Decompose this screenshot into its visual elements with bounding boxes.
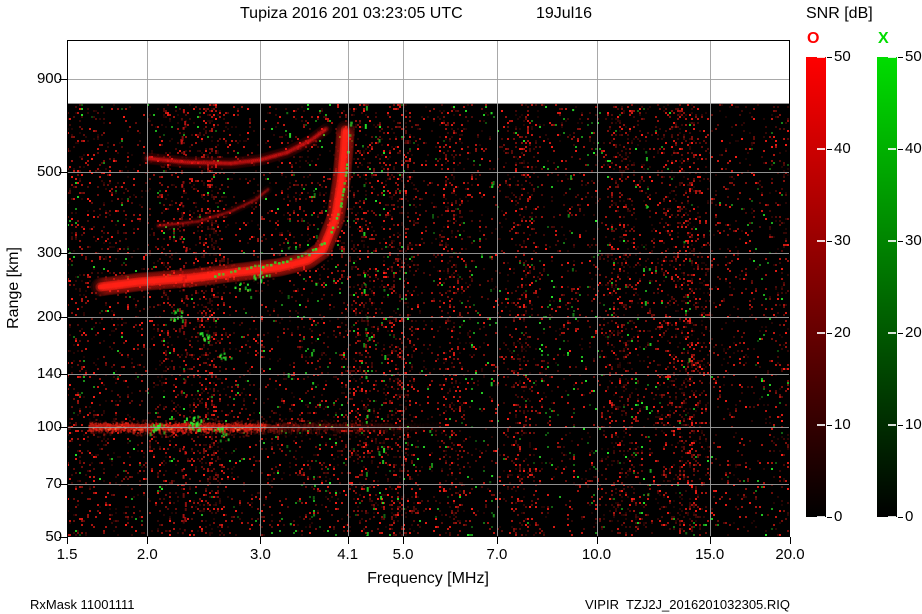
x-tick-mark	[348, 537, 349, 544]
y-tick-mark	[59, 484, 67, 485]
colorbar-tick-dash	[817, 424, 825, 426]
y-tick-label: 900	[36, 69, 62, 87]
colorbar-tick-dash	[827, 517, 832, 518]
x-tick-label: 1.5	[56, 546, 78, 563]
rxmask-label: RxMask 11001111	[30, 597, 135, 612]
colorbar-tick-dash	[888, 240, 896, 242]
colorbar-tick-label: 10	[834, 416, 851, 433]
x-tick-mark	[710, 537, 711, 544]
colorbar-tick-dash	[888, 148, 896, 150]
x-tick-mark	[260, 537, 261, 544]
x-tick-mark	[497, 537, 498, 544]
colorbar-title: SNR [dB]	[806, 5, 873, 22]
x-tick-mark	[67, 537, 68, 544]
x-tick-label: 20.0	[775, 546, 805, 563]
y-tick-label: 100	[36, 418, 62, 436]
colorbar-tick-label: 30	[905, 232, 922, 249]
colorbar-tick-dash	[817, 332, 825, 334]
colorbar-tick-dash	[817, 240, 825, 242]
colorbar-tick-dash	[817, 56, 825, 58]
colorbar-o-label: O	[807, 30, 820, 47]
x-tick-label: 7.0	[486, 546, 508, 563]
colorbar-tick-label: 0	[834, 508, 843, 525]
colorbar-tick-dash	[827, 425, 832, 426]
colorbar-tick-dash	[888, 332, 896, 334]
plot-title: Tupiza 2016 201 03:23:05 UTC	[240, 5, 463, 22]
y-tick-label: 200	[36, 308, 62, 326]
y-tick-mark	[59, 172, 67, 173]
x-tick-label: 4.1	[337, 546, 359, 563]
colorbar-tick-dash	[898, 425, 903, 426]
y-tick-label: 500	[36, 163, 62, 181]
colorbar-tick-dash	[827, 149, 832, 150]
x-tick-mark	[597, 537, 598, 544]
colorbar-tick-dash	[888, 56, 896, 58]
colorbar-tick-label: 20	[905, 324, 922, 341]
file-label: VIPIR TZJ2J_2016201032305.RIQ	[585, 597, 790, 612]
y-tick-mark	[59, 79, 67, 80]
colorbar-x-bar	[877, 57, 897, 517]
colorbar-tick-dash	[817, 516, 825, 518]
colorbar-tick-dash	[898, 333, 903, 334]
colorbar-tick-label: 30	[834, 232, 851, 249]
x-tick-mark	[147, 537, 148, 544]
colorbar-tick-dash	[827, 241, 832, 242]
y-tick-mark	[59, 537, 67, 538]
colorbar-tick-label: 40	[905, 140, 922, 157]
y-tick-label: 140	[36, 364, 62, 382]
colorbar-o: O 0 10 20 30 40 50	[806, 30, 854, 542]
colorbar-tick-dash	[827, 333, 832, 334]
colorbar-tick-dash	[898, 517, 903, 518]
colorbar-tick-label: 50	[834, 48, 851, 65]
colorbar-tick-dash	[898, 57, 903, 58]
x-tick-label: 2.0	[136, 546, 158, 563]
colorbar-o-bar	[806, 57, 826, 517]
y-tick-label: 50	[45, 528, 62, 545]
colorbar-tick-dash	[827, 57, 832, 58]
colorbar-tick-label: 20	[834, 324, 851, 341]
x-tick-mark	[790, 537, 791, 544]
y-tick-label: 70	[45, 474, 62, 492]
colorbar-x-label: X	[878, 30, 889, 47]
y-tick-mark	[59, 317, 67, 318]
colorbar-tick-label: 40	[834, 140, 851, 157]
x-tick-label: 10.0	[581, 546, 612, 563]
colorbar-tick-label: 0	[905, 508, 914, 525]
colorbar-tick-dash	[888, 424, 896, 426]
y-tick-mark	[59, 253, 67, 254]
colorbar-tick-dash	[817, 148, 825, 150]
y-tick-mark	[59, 427, 67, 428]
ionogram-plot	[67, 40, 790, 537]
plot-date: 19Jul16	[536, 5, 593, 22]
y-tick-label: 300	[36, 243, 62, 261]
x-tick-label: 15.0	[695, 546, 725, 563]
colorbar-tick-dash	[888, 516, 896, 518]
x-tick-label: 3.0	[250, 546, 271, 563]
x-axis-label: Frequency [MHz]	[367, 570, 489, 587]
colorbar-x: X 0 10 20 30 40 50	[877, 30, 922, 542]
colorbar-tick-label: 50	[905, 48, 922, 65]
colorbar-tick-label: 10	[905, 416, 922, 433]
x-tick-label: 5.0	[392, 546, 414, 563]
x-tick-mark	[403, 537, 404, 544]
colorbar-tick-dash	[898, 241, 903, 242]
colorbar-tick-dash	[898, 149, 903, 150]
y-tick-mark	[59, 374, 67, 375]
